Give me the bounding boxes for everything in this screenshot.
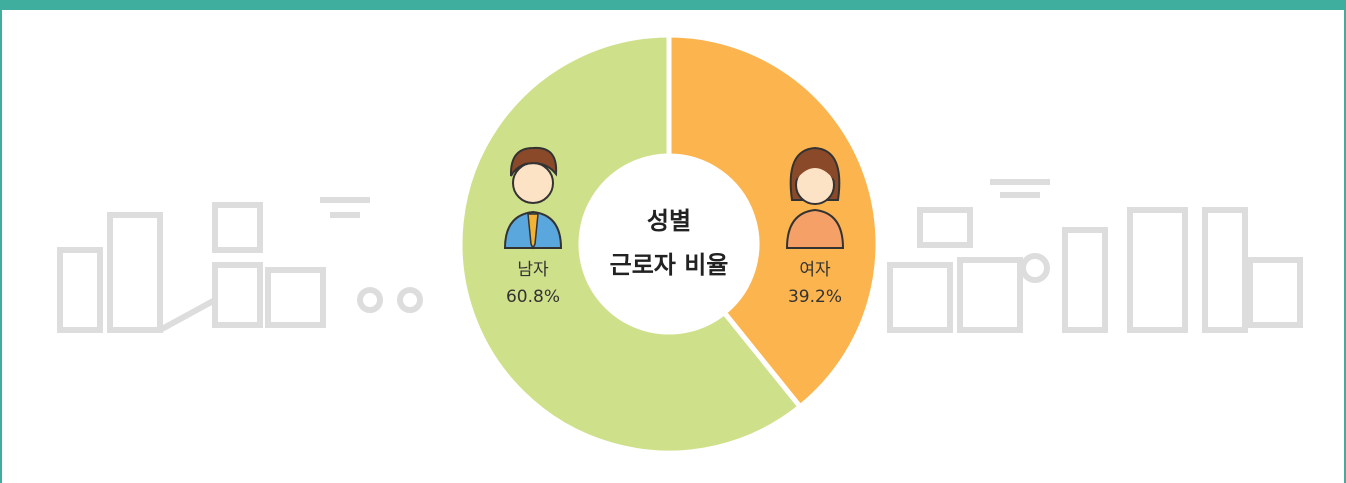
donut-hole	[581, 156, 757, 332]
donut	[457, 32, 881, 456]
slice-label: 남자	[517, 260, 549, 280]
slice-label: 여자	[799, 260, 831, 280]
woman-icon	[785, 146, 845, 249]
value-label: 39.2%	[788, 287, 842, 307]
chart-title: 근로자 비율	[610, 251, 729, 279]
city-left	[57, 197, 423, 333]
man-icon	[503, 146, 563, 250]
chart-title: 성별	[647, 207, 691, 235]
value-label: 60.8%	[506, 287, 560, 307]
city-right	[887, 179, 1303, 333]
